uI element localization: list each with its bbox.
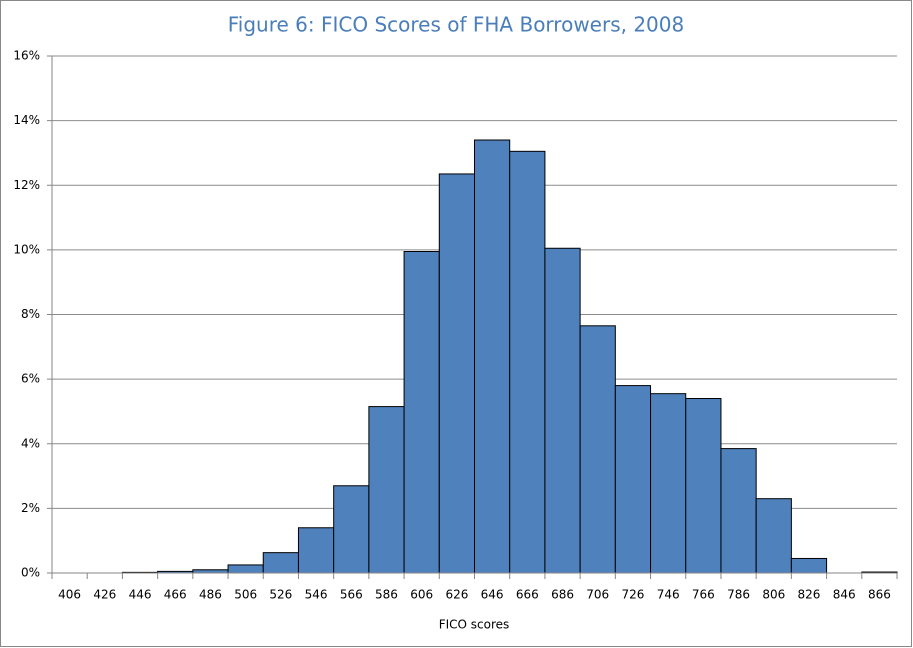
- x-tick-label: 806: [762, 588, 785, 602]
- x-tick-label: 686: [551, 588, 574, 602]
- x-tick-label: 546: [305, 588, 328, 602]
- x-tick-label: 666: [516, 588, 539, 602]
- bar: [790, 557, 828, 574]
- x-tick-label: 606: [410, 588, 433, 602]
- x-tick-label: 526: [269, 588, 292, 602]
- bar: [544, 247, 581, 574]
- x-tick-label: 446: [129, 588, 152, 602]
- bar: [438, 173, 475, 574]
- x-tick-label: 426: [93, 588, 116, 602]
- bar: [297, 527, 335, 574]
- bar: [614, 385, 652, 574]
- y-tick-label: 12%: [13, 178, 40, 192]
- bar: [755, 498, 792, 574]
- bar: [262, 552, 299, 574]
- x-tick-label: 486: [199, 588, 222, 602]
- x-tick-label: 786: [727, 588, 750, 602]
- bar: [368, 406, 405, 574]
- x-tick-label: 566: [340, 588, 363, 602]
- bar: [333, 485, 370, 574]
- x-tick-label: 506: [234, 588, 257, 602]
- y-tick-label: 4%: [21, 436, 40, 450]
- bar: [579, 325, 616, 574]
- y-tick-label: 0%: [21, 566, 40, 580]
- x-tick-label: 406: [58, 588, 81, 602]
- y-tick-label: 6%: [21, 372, 40, 386]
- x-tick-label: 746: [657, 588, 680, 602]
- x-axis-label: FICO scores: [439, 618, 510, 632]
- bar: [227, 564, 264, 574]
- x-tick-label: 466: [164, 588, 187, 602]
- x-tick-label: 826: [798, 588, 821, 602]
- x-tick-label: 646: [481, 588, 504, 602]
- x-tick-label: 586: [375, 588, 398, 602]
- bar: [474, 139, 511, 574]
- y-tick-label: 8%: [21, 307, 40, 321]
- bar: [650, 393, 687, 574]
- y-tick-label: 2%: [21, 501, 40, 515]
- bar: [720, 448, 757, 574]
- bar: [403, 250, 440, 574]
- y-tick-label: 10%: [13, 242, 40, 256]
- bar: [509, 150, 546, 574]
- x-tick-label: 726: [621, 588, 644, 602]
- y-tick-label: 16%: [13, 49, 40, 63]
- chart-title: Figure 6: FICO Scores of FHA Borrowers, …: [228, 13, 684, 37]
- x-tick-label: 846: [833, 588, 856, 602]
- x-tick-label: 706: [586, 588, 609, 602]
- y-tick-label: 14%: [13, 113, 40, 127]
- x-tick-label: 766: [692, 588, 715, 602]
- x-tick-label: 626: [445, 588, 468, 602]
- bar: [685, 398, 722, 574]
- x-tick-label: 866: [868, 588, 891, 602]
